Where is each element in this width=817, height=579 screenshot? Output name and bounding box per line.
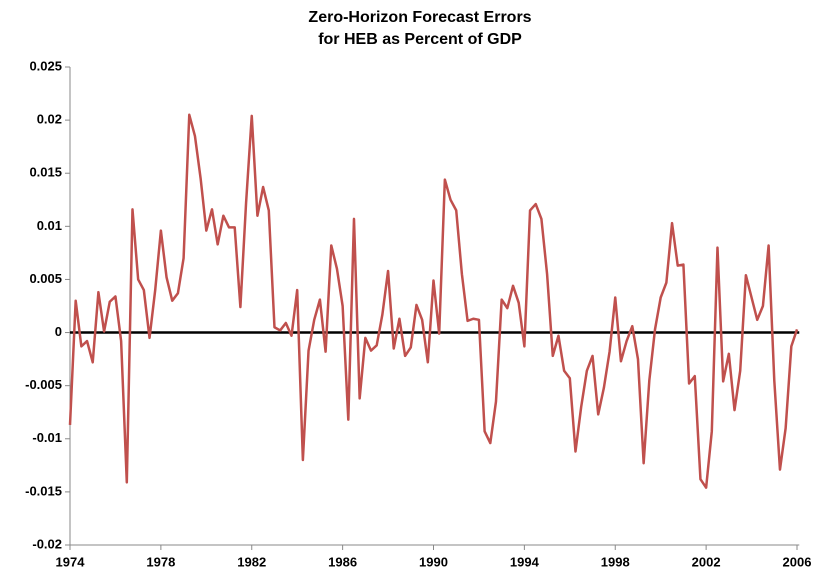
y-tick-label: 0.005 xyxy=(29,271,62,286)
series-line xyxy=(68,113,799,489)
y-tick-label: 0.015 xyxy=(29,165,62,180)
y-tick-label: -0.02 xyxy=(32,536,62,551)
x-tick-label: 2006 xyxy=(783,554,812,569)
y-tick-label: 0.02 xyxy=(37,112,62,127)
x-tick-label: 1978 xyxy=(146,554,175,569)
y-tick-label: 0 xyxy=(55,324,62,339)
x-tick-label: 1990 xyxy=(419,554,448,569)
y-tick-label: 0.025 xyxy=(29,58,62,73)
x-tick-label: 1982 xyxy=(237,554,266,569)
x-tick-label: 1974 xyxy=(56,554,86,569)
y-tick-label: -0.005 xyxy=(25,377,62,392)
x-tick-label: 1994 xyxy=(510,554,540,569)
chart-title: for HEB as Percent of GDP xyxy=(318,31,522,48)
x-tick-label: 2002 xyxy=(692,554,721,569)
y-tick-label: -0.01 xyxy=(32,430,62,445)
chart-title: Zero-Horizon Forecast Errors xyxy=(308,9,531,26)
x-tick-label: 1998 xyxy=(601,554,630,569)
y-tick-label: 0.01 xyxy=(37,218,62,233)
x-tick-label: 1986 xyxy=(328,554,357,569)
y-tick-label: -0.015 xyxy=(25,483,62,498)
